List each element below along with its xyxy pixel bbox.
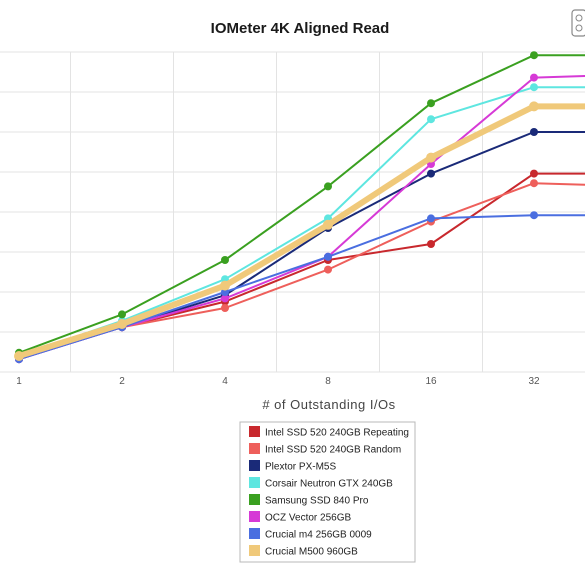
data-point — [220, 280, 230, 291]
legend-swatch — [249, 443, 260, 454]
legend-swatch — [249, 545, 260, 556]
legend-label: Plextor PX-M5S — [265, 462, 336, 473]
legend-label: OCZ Vector 256GB — [265, 513, 351, 524]
legend-swatch — [249, 426, 260, 437]
legend-swatch — [249, 494, 260, 505]
series-7 — [14, 101, 585, 361]
x-tick-label: 1 — [16, 376, 22, 387]
legend-item: Corsair Neutron GTX 240GB — [249, 477, 393, 490]
legend-label: Crucial M500 960GB — [265, 547, 358, 558]
data-point — [426, 152, 436, 163]
data-point — [14, 351, 24, 361]
data-point — [221, 304, 229, 312]
data-point — [118, 310, 126, 319]
x-tick-label: 16 — [425, 376, 437, 387]
site-logo-icon — [571, 9, 585, 37]
legend-swatch — [249, 477, 260, 488]
legend-label: Crucial m4 256GB 0009 — [265, 530, 372, 541]
x-tick-label: 4 — [222, 376, 228, 387]
series-line — [16, 103, 585, 359]
legend-item: Intel SSD 520 240GB Repeating — [249, 426, 409, 439]
data-point — [427, 214, 435, 223]
x-axis-ticks: 1 2 4 8 16 32 — [16, 376, 540, 387]
chart-legend: Intel SSD 520 240GB Repeating Intel SSD 5… — [239, 421, 416, 563]
series-line — [18, 86, 585, 357]
data-point — [427, 169, 435, 178]
legend-swatch — [249, 528, 260, 539]
legend-item: OCZ Vector 256GB — [249, 511, 351, 524]
legend-label: Samsung SSD 840 Pro — [265, 496, 369, 507]
legend-label: Intel SSD 520 240GB Random — [265, 445, 401, 456]
data-point — [427, 99, 435, 108]
data-point — [530, 51, 538, 60]
x-tick-label: 8 — [325, 376, 331, 387]
x-axis-label: # of Outstanding I/Os — [262, 397, 395, 412]
legend-item: Intel SSD 520 240GB Random — [249, 443, 401, 456]
series-5 — [15, 73, 585, 364]
legend-item: Samsung SSD 840 Pro — [249, 494, 369, 507]
legend-box — [239, 421, 416, 563]
data-point — [324, 265, 332, 274]
legend-swatch — [249, 511, 260, 522]
data-point — [530, 73, 538, 82]
data-point — [530, 83, 538, 92]
data-point — [221, 256, 229, 264]
data-point — [324, 252, 332, 261]
data-point — [427, 115, 435, 124]
legend-item: Plextor PX-M5S — [249, 460, 336, 473]
data-point — [530, 211, 538, 220]
data-point — [530, 179, 538, 188]
data-point — [530, 169, 538, 178]
legend-swatch — [249, 460, 260, 471]
legend-item: Crucial m4 256GB 0009 — [249, 528, 372, 541]
data-point — [427, 240, 435, 248]
data-point — [323, 219, 333, 230]
data-point — [221, 294, 229, 303]
legend-label: Corsair Neutron GTX 240GB — [265, 479, 393, 490]
x-tick-label: 32 — [528, 376, 540, 387]
x-tick-label: 2 — [119, 376, 125, 387]
series-line — [18, 54, 585, 354]
series-line — [18, 131, 585, 361]
data-point — [530, 128, 538, 136]
series-layer — [14, 51, 585, 364]
data-point — [117, 319, 127, 329]
legend-item: Crucial M500 960GB — [249, 545, 358, 558]
chart-title: IOMeter 4K Aligned Read — [211, 20, 390, 37]
data-point — [529, 101, 539, 112]
legend-label: Intel SSD 520 240GB Repeating — [265, 428, 409, 439]
data-point — [324, 182, 332, 191]
